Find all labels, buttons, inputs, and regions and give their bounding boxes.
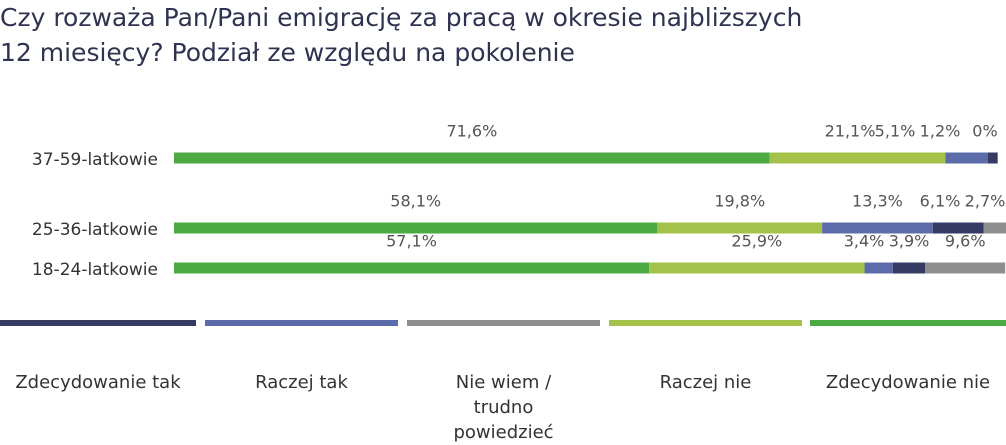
bar-segment (864, 262, 893, 274)
legend-swatch (0, 320, 196, 326)
chart-title: Czy rozważa Pan/Pani emigrację za pracą … (0, 3, 802, 32)
legend-swatch (407, 320, 600, 326)
bar-segment (174, 262, 650, 274)
category-label: 18-24-latkowie (32, 260, 158, 280)
bar-segment (769, 152, 946, 164)
bar-segment (174, 222, 658, 234)
bar-segment (925, 262, 1006, 274)
legend-label: Raczej tak (255, 372, 348, 393)
category-label: 25-36-latkowie (32, 220, 158, 240)
bar-segment (892, 262, 926, 274)
bar-segment (657, 222, 823, 234)
page: Czy rozważa Pan/Pani emigrację za pracą … (0, 3, 1006, 443)
bar-segment (649, 262, 865, 274)
value-label: 57,1% (386, 232, 437, 251)
bar-segment (945, 152, 988, 164)
bar-segment (174, 152, 770, 164)
bar-segment (932, 222, 984, 234)
value-label: 21,1% (825, 122, 876, 141)
legend-label: Nie wiem / trudno powiedzieć (453, 372, 554, 443)
value-label: 1,2% (920, 122, 961, 141)
category-label: 37-59-latkowie (32, 150, 158, 170)
value-label: 6,1% (920, 192, 961, 211)
value-label: 71,6% (446, 122, 497, 141)
bar-segment (983, 222, 1006, 234)
legend-swatch (205, 320, 398, 326)
chart-title: 12 miesięcy? Podział ze względu na pokol… (0, 38, 575, 67)
value-label: 2,7% (965, 192, 1006, 211)
bar-segment (987, 152, 998, 164)
legend-label: Zdecydowanie tak (15, 372, 181, 393)
value-label: 58,1% (390, 192, 441, 211)
value-label: 9,6% (945, 232, 986, 251)
bar-segment (822, 222, 933, 234)
value-label: 13,3% (852, 192, 903, 211)
value-label: 3,9% (889, 232, 930, 251)
legend-swatch (810, 320, 1006, 326)
legend-swatch (609, 320, 802, 326)
value-label: 19,8% (714, 192, 765, 211)
legend-label: Zdecydowanie nie (825, 372, 991, 393)
value-label: 5,1% (875, 122, 916, 141)
legend-label: Raczej nie (659, 372, 752, 393)
value-label: 3,4% (844, 232, 885, 251)
value-label: 25,9% (731, 232, 782, 251)
value-label: 0% (972, 122, 997, 141)
chart: Czy rozważa Pan/Pani emigrację za pracą … (0, 3, 1006, 326)
